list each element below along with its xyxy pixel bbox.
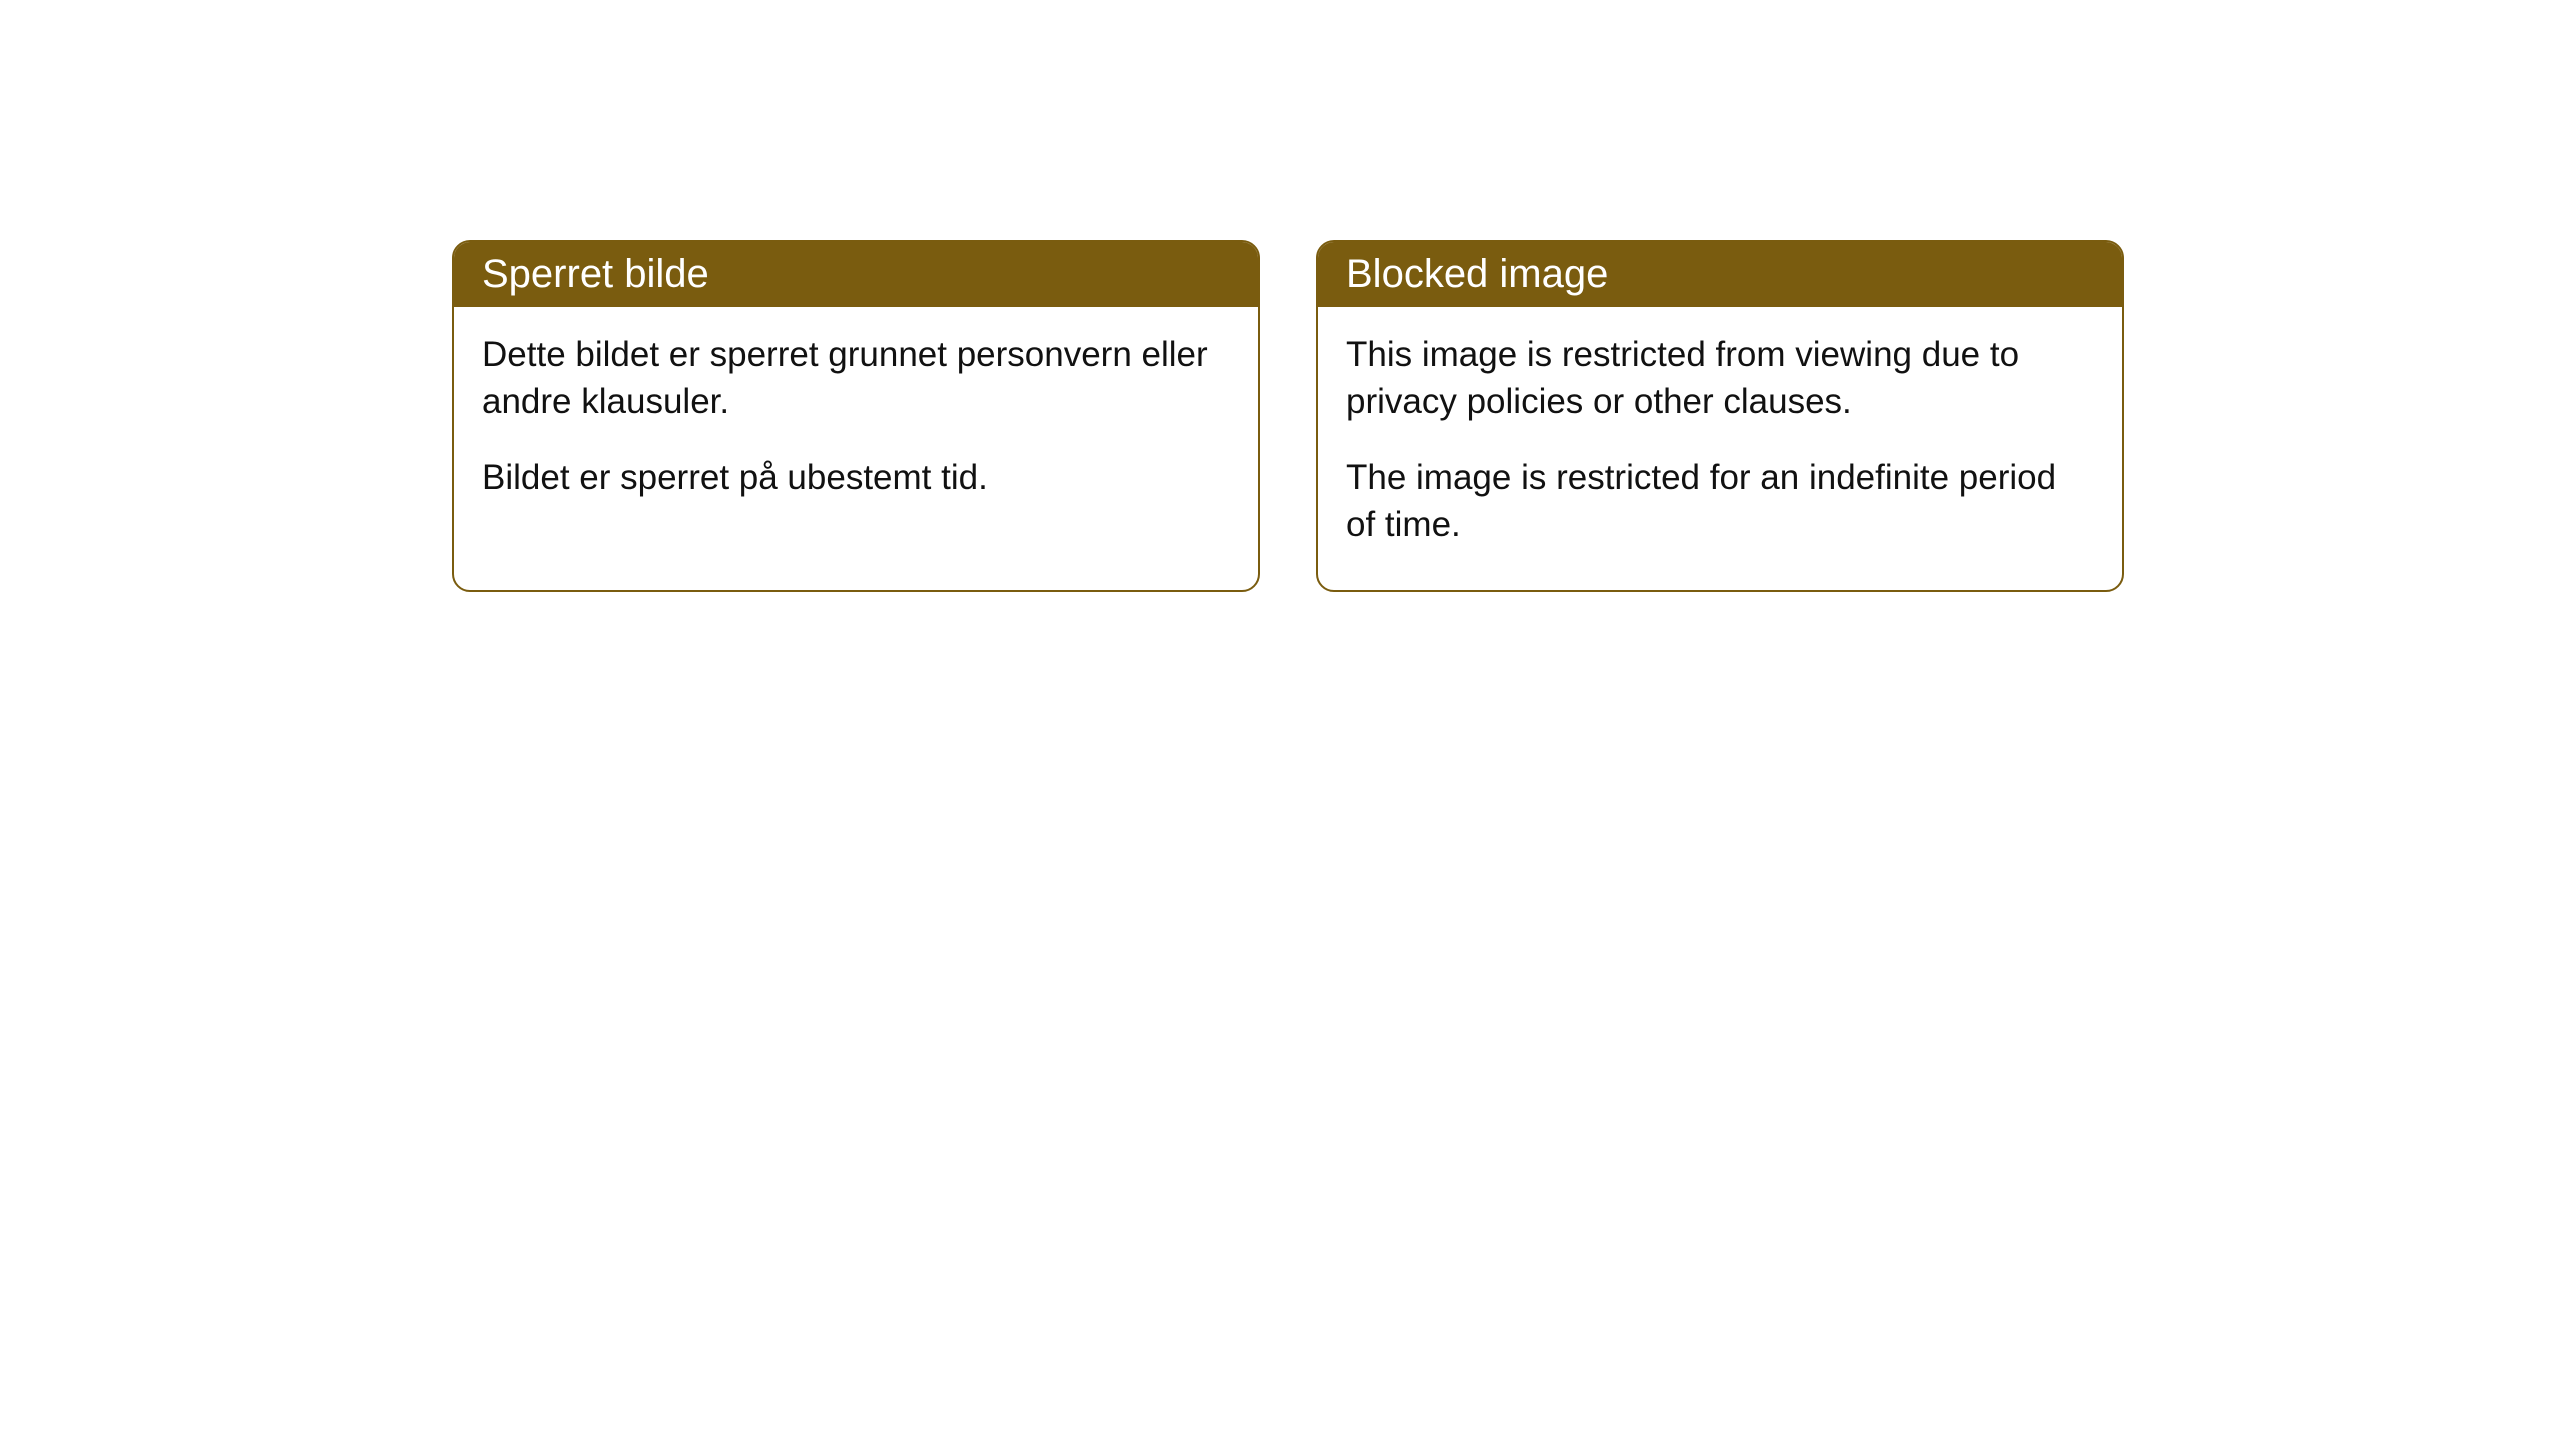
card-paragraph-en-2: The image is restricted for an indefinit… — [1346, 454, 2094, 549]
card-body-no: Dette bildet er sperret grunnet personve… — [454, 307, 1258, 543]
card-paragraph-no-2: Bildet er sperret på ubestemt tid. — [482, 454, 1230, 501]
card-paragraph-en-1: This image is restricted from viewing du… — [1346, 331, 2094, 426]
cards-container: Sperret bilde Dette bildet er sperret gr… — [452, 240, 2124, 592]
card-paragraph-no-1: Dette bildet er sperret grunnet personve… — [482, 331, 1230, 426]
blocked-image-card-en: Blocked image This image is restricted f… — [1316, 240, 2124, 592]
card-title-en: Blocked image — [1346, 252, 1608, 296]
card-header-no: Sperret bilde — [454, 242, 1258, 307]
card-body-en: This image is restricted from viewing du… — [1318, 307, 2122, 590]
blocked-image-card-no: Sperret bilde Dette bildet er sperret gr… — [452, 240, 1260, 592]
card-header-en: Blocked image — [1318, 242, 2122, 307]
card-title-no: Sperret bilde — [482, 252, 709, 296]
